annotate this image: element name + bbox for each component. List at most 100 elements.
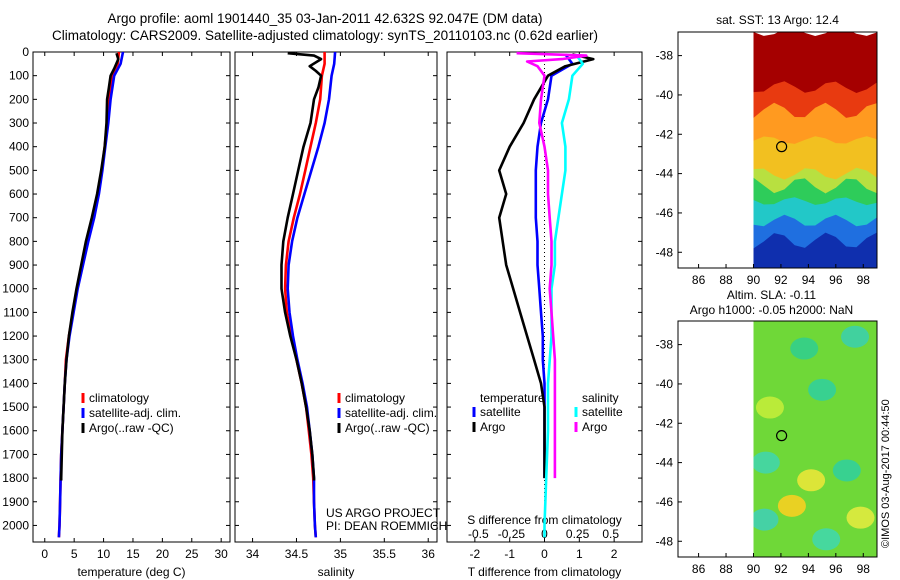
depth-tick-label: 1700 [2, 447, 29, 461]
sla-map-data-layer [753, 321, 877, 557]
difference-legend-label: satellite [582, 405, 623, 419]
depth-tick-label: 1800 [2, 471, 29, 485]
sst-map-ytick-label: -40 [656, 88, 674, 102]
sst-map-band [753, 136, 877, 182]
depth-tick-label: 600 [9, 187, 29, 201]
difference-legend-label: Argo [582, 420, 608, 434]
difference-xtick-label: -1 [504, 547, 515, 561]
argo-float-position-marker [776, 141, 788, 153]
sst-map-ytick-label: -48 [656, 245, 674, 259]
sla-map-anomaly-blob [753, 508, 779, 531]
sla-map-anomaly-blob [812, 528, 841, 551]
salinity-diff-tick-label: 0.5 [602, 527, 619, 541]
salinity-legend-label: satellite-adj. clim. [345, 406, 437, 420]
sst-map-axes-frame [677, 31, 878, 269]
sla-map-anomaly-blob [808, 378, 837, 401]
temperature-legend-label: satellite-adj. clim. [89, 406, 181, 420]
difference-legend-label: satellite [480, 405, 521, 419]
depth-tick-label: 1100 [3, 305, 29, 319]
sst-map-ytick-label: -46 [656, 206, 674, 220]
temperature-series-climatology [57, 51, 121, 538]
sla-map-xtick-label: 88 [719, 562, 733, 576]
depth-tick-label: 400 [9, 140, 29, 154]
project-annotation: US ARGO PROJECT [326, 506, 441, 520]
difference-xtick-label: 2 [611, 547, 618, 561]
sla-map-ytick-label: -38 [656, 338, 674, 352]
sla-map-anomaly-blob [841, 325, 870, 348]
sst-map-band [753, 32, 877, 96]
sst-map-ytick-label: -38 [656, 49, 674, 63]
temperature-xlabel: temperature (deg C) [77, 565, 185, 579]
temperature-xtick-label: 20 [156, 547, 170, 561]
depth-tick-label: 0 [22, 45, 29, 59]
salinity-legend-label: Argo(..raw -QC) [345, 421, 430, 435]
temperature-xtick-label: 0 [41, 547, 48, 561]
temperature-xtick-label: 15 [126, 547, 140, 561]
depth-tick-label: 800 [9, 234, 29, 248]
depth-tick-label: 1000 [2, 282, 29, 296]
salinity-series-climatology [283, 52, 326, 538]
pi-annotation: PI: DEAN ROEMMICH [326, 519, 447, 533]
sla-map-ytick-label: -44 [656, 456, 674, 470]
salinity-axes-frame [234, 51, 438, 543]
difference-legend-temperature-title: temperature [480, 391, 545, 405]
sst-map-panel: 86 88 90 92 94 96 98 -38 -40 -42 -44 -46 -48 sat. SST… [656, 13, 878, 287]
depth-tick-label: 1400 [2, 376, 29, 390]
sla-map-anomaly-blob [753, 451, 780, 474]
sla-map-anomaly-blob [846, 506, 875, 529]
salinity-legend-label: climatology [345, 391, 405, 405]
salinity-panel: 34 34.5 35 35.5 36 salinity climatologysatelli… [234, 51, 447, 579]
sst-map-xtick-label: 92 [774, 273, 788, 287]
sst-map-ytick-label: -44 [656, 167, 674, 181]
sla-map-ytick-label: -48 [656, 534, 674, 548]
sst-map-xtick-label: 90 [747, 273, 761, 287]
salinity-diff-tick-label: -0.25 [498, 527, 526, 541]
salinity-diff-tick-label: -0.5 [468, 527, 489, 541]
difference-xtick-label: 1 [576, 547, 583, 561]
sla-map-xtick-label: 90 [747, 562, 761, 576]
sla-map-anomaly-blob [832, 459, 861, 482]
difference-xlabel: T difference from climatology [468, 565, 622, 579]
difference-xtick-label: 0 [541, 547, 548, 561]
depth-tick-label: 2000 [2, 518, 29, 532]
salinity-xtick-label: 35.5 [373, 547, 397, 561]
sst-map-ytick-label: -42 [656, 127, 674, 141]
sst-map-xtick-label: 86 [692, 273, 706, 287]
sla-map-axes-frame [677, 320, 878, 558]
difference-legend-salinity-title: salinity [582, 391, 619, 405]
depth-tick-label: 1900 [2, 495, 29, 509]
temperature-legend-label: climatology [89, 391, 149, 405]
figure-title-line1: Argo profile: aoml 1901440_35 03-Jan-201… [107, 11, 543, 26]
sla-map-ytick-label: -42 [656, 416, 674, 430]
salinity-xtick-label: 35 [334, 547, 348, 561]
sst-map-xtick-label: 94 [802, 273, 816, 287]
temperature-xtick-label: 5 [71, 547, 78, 561]
sla-map-xtick-label: 96 [829, 562, 843, 576]
sla-map-xtick-label: 98 [857, 562, 871, 576]
sst-map-title: sat. SST: 13 Argo: 12.4 [716, 13, 839, 27]
salinity-xtick-label: 34.5 [285, 547, 309, 561]
depth-tick-label: 1500 [2, 400, 29, 414]
sla-map-ytick-label: -46 [656, 495, 674, 509]
depth-tick-label: 1600 [2, 424, 29, 438]
sla-map-title: Altim. SLA: -0.11 [727, 288, 816, 302]
temperature-xtick-label: 25 [185, 547, 199, 561]
salinity-xtick-label: 36 [422, 547, 436, 561]
sst-map-xtick-label: 98 [857, 273, 871, 287]
sst-map-band [753, 232, 877, 268]
depth-tick-label: 900 [9, 258, 29, 272]
salinity-diff-tick-label: 0.25 [566, 527, 590, 541]
depth-tick-label: 1300 [2, 353, 29, 367]
sla-map-xtick-label: 92 [774, 562, 788, 576]
figure-title-line2: Climatology: CARS2009. Satellite-adjuste… [51, 28, 599, 43]
sla-map-ytick-label: -40 [656, 377, 674, 391]
sst-map-band [753, 102, 877, 149]
depth-tick-label: 700 [9, 211, 29, 225]
temperature-xtick-label: 30 [214, 547, 228, 561]
depth-tick-label: 300 [9, 116, 29, 130]
sst-map-xtick-label: 96 [829, 273, 843, 287]
salinity-series-argo-raw-qc [280, 51, 323, 481]
sla-map-subtitle: Argo h1000: -0.05 h2000: NaN [690, 303, 853, 317]
